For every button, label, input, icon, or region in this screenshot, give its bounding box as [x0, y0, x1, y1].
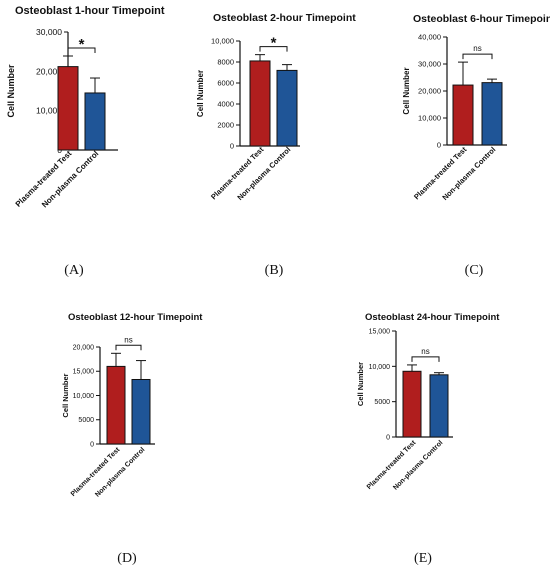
- y-tick-label: 0: [386, 434, 390, 441]
- bar-control: [481, 82, 503, 146]
- bar-test: [452, 84, 474, 146]
- panel-label: (B): [265, 263, 284, 278]
- category-label: Non-plasma Control: [392, 439, 444, 491]
- y-tick-label: 15,000: [369, 328, 391, 335]
- y-tick-label: 8000: [217, 58, 234, 67]
- panel-label: (D): [117, 551, 137, 566]
- significance-label: ns: [124, 335, 132, 344]
- bar-test: [402, 370, 422, 438]
- significance-bracket: [411, 356, 440, 362]
- significance-label: ns: [421, 347, 429, 356]
- bar-control: [276, 69, 298, 147]
- panel-label: (C): [465, 263, 484, 278]
- bar-control: [84, 92, 106, 151]
- category-label: Non-plasma Control: [94, 446, 146, 498]
- chart-title: Osteoblast 6-hour Timepoint: [413, 13, 550, 25]
- category-label: Non-plasma Control: [440, 145, 497, 202]
- chart-panel-4: Osteoblast 12-hour Timepoint 0 5000 10,000 1…: [61, 312, 203, 566]
- y-tick-label: 5000: [374, 399, 390, 406]
- chart-title: Osteoblast 1-hour Timepoint: [15, 5, 165, 17]
- chart-title: Osteoblast 2-hour Timepoint: [213, 12, 356, 24]
- y-tick-label: 0: [437, 141, 441, 150]
- category-label: Plasma-treated Test: [366, 439, 418, 491]
- bar-control: [131, 378, 151, 445]
- y-axis-label: Cell Number: [196, 70, 205, 117]
- significance-label: *: [271, 35, 277, 52]
- bar-control: [429, 374, 449, 438]
- y-axis-label: Cell Number: [61, 373, 70, 417]
- category-label: Non-plasma Control: [235, 145, 292, 202]
- significance-label: ns: [473, 44, 481, 53]
- chart-panel-2: Osteoblast 2-hour Timepoint 0 2000 4000 6000…: [196, 12, 356, 278]
- y-tick-label: 20,000: [73, 344, 95, 351]
- y-axis-label: Cell Number: [356, 362, 365, 406]
- chart-panel-1: Osteoblast 1-hour Timepoint010,00020,000…: [6, 5, 165, 278]
- chart-title: Osteoblast 12-hour Timepoint: [68, 312, 203, 323]
- y-tick-label: 2000: [217, 121, 234, 130]
- chart-title: Osteoblast 24-hour Timepoint: [365, 312, 500, 323]
- significance-bracket: [115, 344, 142, 351]
- y-tick-label: 10,000: [369, 364, 391, 371]
- y-tick-label: 15,000: [73, 369, 95, 376]
- significance-label: *: [79, 36, 85, 53]
- y-tick-label: 30,000: [36, 27, 62, 37]
- y-tick-label: 6000: [217, 79, 234, 88]
- y-tick-label: 0: [90, 441, 94, 448]
- y-tick-label: 20,000: [418, 87, 441, 96]
- bar-test: [57, 66, 79, 151]
- bar-test: [106, 365, 126, 445]
- y-tick-label: 20,000: [36, 66, 62, 76]
- category-label: Plasma-treated Test: [70, 446, 122, 498]
- y-tick-label: 5000: [78, 417, 94, 424]
- y-tick-label: 0: [230, 142, 234, 151]
- significance-bracket: [259, 46, 288, 52]
- y-tick-label: 40,000: [418, 33, 441, 42]
- y-tick-label: 10,000: [211, 37, 234, 46]
- y-tick-label: 4000: [217, 100, 234, 109]
- y-tick-label: 10,000: [418, 114, 441, 123]
- bar-test: [249, 60, 271, 147]
- y-tick-label: 10,000: [73, 393, 95, 400]
- y-axis-label: Cell Number: [6, 64, 16, 118]
- panel-label: (E): [414, 551, 432, 566]
- chart-panel-3: Osteoblast 6-hour Timepoint 0 10,000 20,000…: [402, 13, 550, 278]
- chart-panel-5: Osteoblast 24-hour Timepoint 0 5000 10,000 1…: [356, 312, 500, 566]
- y-tick-label: 30,000: [418, 60, 441, 69]
- significance-bracket: [67, 47, 96, 53]
- category-label: Plasma-treated Test: [412, 145, 469, 202]
- y-axis-label: Cell Number: [402, 67, 411, 114]
- y-tick-label: 10,000: [36, 106, 62, 116]
- panel-label: (A): [64, 263, 84, 278]
- significance-bracket: [462, 53, 493, 60]
